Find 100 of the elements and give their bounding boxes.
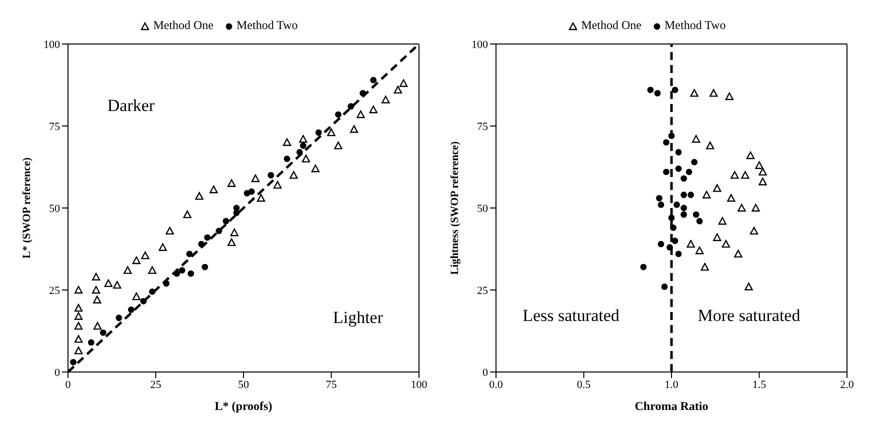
point xyxy=(222,218,230,224)
point xyxy=(148,266,156,274)
point xyxy=(70,358,76,366)
point xyxy=(734,250,742,258)
point xyxy=(738,204,746,212)
point xyxy=(195,192,204,200)
point xyxy=(692,211,700,218)
point xyxy=(178,267,186,274)
annotation: Less saturated xyxy=(522,306,620,326)
point xyxy=(227,238,236,246)
point xyxy=(104,279,112,288)
point xyxy=(183,210,192,218)
point xyxy=(725,92,734,100)
point xyxy=(746,151,755,160)
x-tick-label: 100 xyxy=(410,378,428,391)
point xyxy=(640,264,647,270)
point xyxy=(230,228,238,236)
point xyxy=(382,96,390,104)
point xyxy=(686,240,695,248)
point xyxy=(692,135,700,143)
x-axis-title: Chroma Ratio xyxy=(634,399,708,413)
point xyxy=(710,89,718,97)
point xyxy=(654,90,661,96)
point xyxy=(394,86,402,94)
point xyxy=(227,179,236,187)
point xyxy=(706,142,714,150)
point xyxy=(696,218,703,224)
x-tick-label: 2.0 xyxy=(840,378,854,391)
point xyxy=(675,149,682,156)
point xyxy=(74,335,83,343)
point xyxy=(302,154,310,162)
point xyxy=(695,246,704,254)
point xyxy=(750,226,758,235)
y-tick-label: 0 xyxy=(54,366,60,379)
point xyxy=(92,286,100,294)
point xyxy=(284,156,290,162)
point xyxy=(74,286,83,294)
point xyxy=(663,168,670,176)
point xyxy=(713,184,722,192)
point xyxy=(741,171,750,179)
point xyxy=(334,142,342,150)
point xyxy=(690,89,698,97)
point xyxy=(327,128,336,136)
point xyxy=(311,164,320,172)
point xyxy=(210,186,218,194)
y-tick-label: 25 xyxy=(477,284,488,297)
point xyxy=(93,296,102,304)
point xyxy=(656,194,662,202)
point xyxy=(74,346,83,354)
point xyxy=(686,168,692,176)
point xyxy=(727,194,736,202)
point xyxy=(700,262,709,271)
point xyxy=(74,304,83,312)
point xyxy=(675,165,682,172)
point xyxy=(356,110,365,118)
point xyxy=(256,194,266,202)
x-tick-label: 75 xyxy=(326,378,338,391)
point xyxy=(688,192,694,198)
point xyxy=(680,211,687,218)
legend-label: Method Two xyxy=(236,18,298,33)
point xyxy=(752,204,760,212)
point xyxy=(248,188,255,195)
point xyxy=(251,174,260,182)
x-axis-title: L* (proofs) xyxy=(214,399,272,413)
point xyxy=(680,175,687,182)
x-tick-label: 0 xyxy=(65,378,72,391)
point xyxy=(132,256,141,264)
legend-label: Method Two xyxy=(664,18,726,33)
point xyxy=(730,171,739,179)
point xyxy=(158,243,167,251)
annotation: Darker xyxy=(106,96,156,116)
point xyxy=(92,272,100,280)
point xyxy=(399,79,408,87)
point xyxy=(668,214,675,222)
point xyxy=(299,135,308,143)
point xyxy=(132,292,141,300)
point xyxy=(188,270,194,277)
y-tick-label: 50 xyxy=(477,202,488,215)
x-tick-label: 0.5 xyxy=(576,378,592,391)
y-tick-label: 75 xyxy=(477,120,488,133)
point xyxy=(744,282,753,290)
point xyxy=(335,111,342,118)
point xyxy=(116,314,122,322)
point xyxy=(658,240,664,248)
point xyxy=(370,76,377,84)
point xyxy=(268,172,274,178)
point xyxy=(369,106,378,114)
annotation: More saturated xyxy=(696,306,802,326)
point xyxy=(658,202,664,208)
point xyxy=(661,284,668,290)
point xyxy=(663,139,670,146)
y-tick-label: 50 xyxy=(49,202,60,215)
y-axis-title: Lightness (SWOP reference) xyxy=(448,140,461,275)
point xyxy=(702,190,711,198)
y-tick-label: 75 xyxy=(49,120,60,133)
legend-label: Method One xyxy=(153,18,214,33)
x-tick-label: 25 xyxy=(150,378,162,391)
point xyxy=(74,322,83,330)
point xyxy=(290,171,298,179)
point xyxy=(675,250,682,258)
